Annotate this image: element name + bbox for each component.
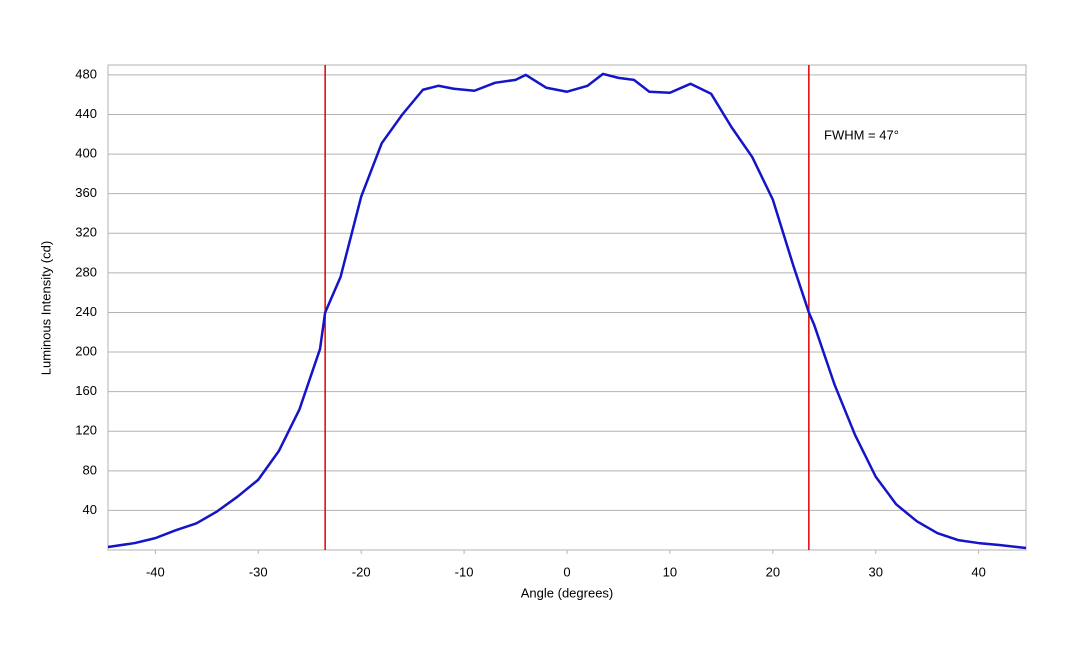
y-tick-label: 160 — [75, 383, 97, 398]
data-line — [107, 72, 1027, 550]
y-tick-label: 480 — [75, 66, 97, 81]
x-tick-label: -20 — [352, 564, 371, 579]
annotation: FWHM = 47° — [824, 127, 899, 142]
x-tick-label: 10 — [663, 564, 677, 579]
y-tick-label: 240 — [75, 304, 97, 319]
y-tick-label: 360 — [75, 185, 97, 200]
x-tick-label: -10 — [455, 564, 474, 579]
y-tick-label: 400 — [75, 146, 97, 161]
x-tick-label: -30 — [249, 564, 268, 579]
y-tick-label: 200 — [75, 343, 97, 358]
x-tick-label: 30 — [869, 564, 883, 579]
y-tick-label: 440 — [75, 106, 97, 121]
x-axis-label: Angle (degrees) — [521, 585, 614, 600]
y-tick-label: 280 — [75, 264, 97, 279]
x-tick-label: 0 — [563, 564, 570, 579]
y-tick-label: 320 — [75, 225, 97, 240]
x-tick-label: 40 — [971, 564, 985, 579]
y-tick-label: 80 — [83, 462, 97, 477]
y-tick-label: 40 — [83, 502, 97, 517]
y-axis-label: Luminous Intensity (cd) — [38, 241, 53, 375]
y-tick-label: 120 — [75, 423, 97, 438]
x-tick-label: -40 — [146, 564, 165, 579]
x-tick-label: 20 — [766, 564, 780, 579]
plot-frame — [107, 64, 1027, 551]
